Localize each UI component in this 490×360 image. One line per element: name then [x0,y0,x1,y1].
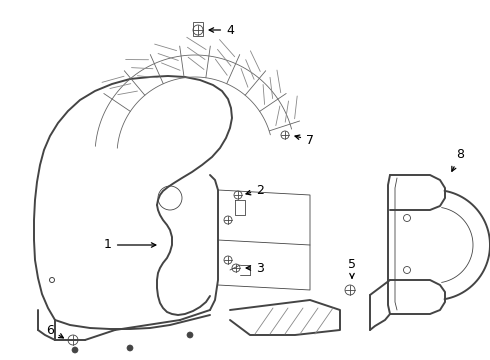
Text: 5: 5 [348,258,356,278]
Text: 3: 3 [246,261,264,274]
Text: 4: 4 [209,23,234,36]
Circle shape [127,345,133,351]
Text: 1: 1 [104,238,156,252]
Circle shape [187,332,193,338]
Circle shape [72,347,78,353]
Text: 6: 6 [46,324,63,338]
Text: 7: 7 [295,134,314,147]
Text: 8: 8 [452,148,464,171]
Bar [193,22,203,36]
Text: 2: 2 [246,184,264,197]
